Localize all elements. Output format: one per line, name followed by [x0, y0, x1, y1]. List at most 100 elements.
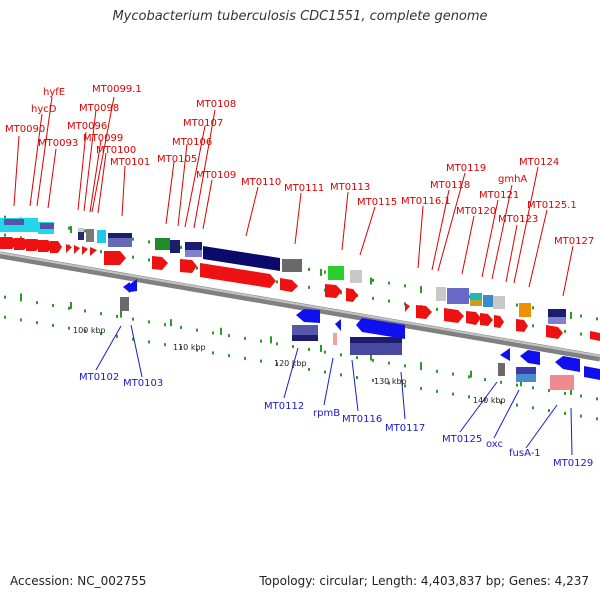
gene-label-MT0124: MT0124: [519, 157, 559, 168]
gene-label-MT0109: MT0109: [196, 170, 236, 181]
track-dot: [196, 348, 198, 352]
track-dot: [516, 403, 518, 407]
major-tick: [520, 379, 522, 387]
track-dot: [68, 326, 70, 330]
gene-label-MT0125: MT0125: [442, 434, 482, 445]
gene-label-MT0127: MT0127: [554, 236, 594, 247]
track-dot: [324, 370, 326, 374]
track-dot: [68, 226, 70, 230]
map-title: Mycobacterium tuberculosis CDC1551, comp…: [112, 9, 488, 24]
tick-label-140kbp: 140 kbp: [473, 396, 506, 405]
track-dot: [564, 391, 566, 395]
forward-features[interactable]: [0, 218, 600, 341]
track-dot: [212, 351, 214, 355]
track-dot: [228, 354, 230, 358]
track-dot: [580, 394, 582, 398]
track-dot: [228, 334, 230, 338]
track-dot: [388, 361, 390, 365]
track-dot: [4, 315, 6, 319]
track-dot: [532, 306, 534, 310]
major-tick: [370, 277, 372, 285]
track-dot: [564, 329, 566, 333]
reverse-gene-labels: MT0102 MT0103 MT0112 rpmB MT0116 MT0117 …: [79, 372, 593, 469]
genome-stats: Topology: circular; Length: 4,403,837 bp…: [259, 574, 589, 588]
genome-backbone: [0, 251, 600, 362]
gene-label-MT0120: MT0120: [456, 206, 496, 217]
gene-label-hyfE: hyfE: [43, 87, 65, 98]
gene-label-MT0112: MT0112: [264, 401, 304, 412]
track-dot: [212, 331, 214, 335]
gene-label-MT0118: MT0118: [430, 180, 470, 191]
track-dot: [4, 215, 6, 219]
track-dot: [20, 318, 22, 322]
track-dot: [100, 312, 102, 316]
track-dot: [452, 372, 454, 376]
track-dot: [340, 291, 342, 295]
track-dot: [276, 280, 278, 284]
major-tick: [220, 327, 222, 335]
track-dot: [292, 345, 294, 349]
track-dot: [244, 356, 246, 360]
track-dot: [276, 342, 278, 346]
track-dot: [308, 285, 310, 289]
major-tick: [320, 268, 322, 276]
track-dot: [356, 356, 358, 360]
tick-label-120kbp: 120 kbp: [274, 359, 307, 368]
track-dot: [132, 317, 134, 321]
gene-label-MT0102: MT0102: [79, 372, 119, 383]
track-dot: [244, 336, 246, 340]
track-dot: [100, 332, 102, 336]
track-dot: [452, 392, 454, 396]
track-dot: [500, 400, 502, 404]
track-dot: [68, 306, 70, 310]
major-tick: [320, 344, 322, 352]
track-dot: [516, 383, 518, 387]
track-dot: [196, 266, 198, 270]
track-dot: [100, 250, 102, 254]
forward-leader-lines: [13, 96, 574, 297]
track-dot: [164, 343, 166, 347]
track-dot: [516, 303, 518, 307]
track-dot: [404, 364, 406, 368]
gene-label-MT0103: MT0103: [123, 378, 163, 389]
gene-label-MT0099: MT0099: [83, 133, 123, 144]
track-dot: [164, 323, 166, 327]
track-dot: [388, 281, 390, 285]
major-tick: [70, 226, 72, 234]
track-dot: [324, 350, 326, 354]
gene-label-MT0125.1: MT0125.1: [527, 200, 577, 211]
track-dot: [340, 353, 342, 357]
track-dot: [500, 380, 502, 384]
reverse-features[interactable]: [120, 279, 600, 390]
track-dot: [372, 296, 374, 300]
track-dot: [84, 229, 86, 233]
gene-label-oxc: oxc: [486, 439, 503, 450]
gene-label-hycD: hycD: [31, 104, 57, 115]
gene-label-MT0123: MT0123: [498, 214, 538, 225]
reverse-leader-lines: [95, 324, 573, 456]
track-dot: [596, 397, 598, 401]
track-dot: [420, 387, 422, 391]
track-dot: [180, 245, 182, 249]
track-dot: [468, 375, 470, 379]
major-tick: [420, 286, 422, 294]
track-dot: [532, 406, 534, 410]
track-dot: [116, 314, 118, 318]
major-tick: [470, 370, 472, 378]
track-dot: [388, 381, 390, 385]
track-dot: [116, 334, 118, 338]
track-dot: [260, 359, 262, 363]
track-dot: [436, 389, 438, 393]
gene-label-MT0106: MT0106: [172, 137, 212, 148]
track-dot: [308, 367, 310, 371]
track-dot: [308, 267, 310, 271]
track-dot: [468, 395, 470, 399]
track-dot: [276, 362, 278, 366]
scale-tick-labels: 100 kbp 110 kbp 120 kbp 130 kbp 140 kbp: [73, 326, 506, 405]
gene-label-MT0093: MT0093: [38, 138, 78, 149]
major-tick: [370, 353, 372, 361]
gene-label-MT0098: MT0098: [79, 103, 119, 114]
track-dot: [148, 240, 150, 244]
track-dot: [4, 233, 6, 237]
